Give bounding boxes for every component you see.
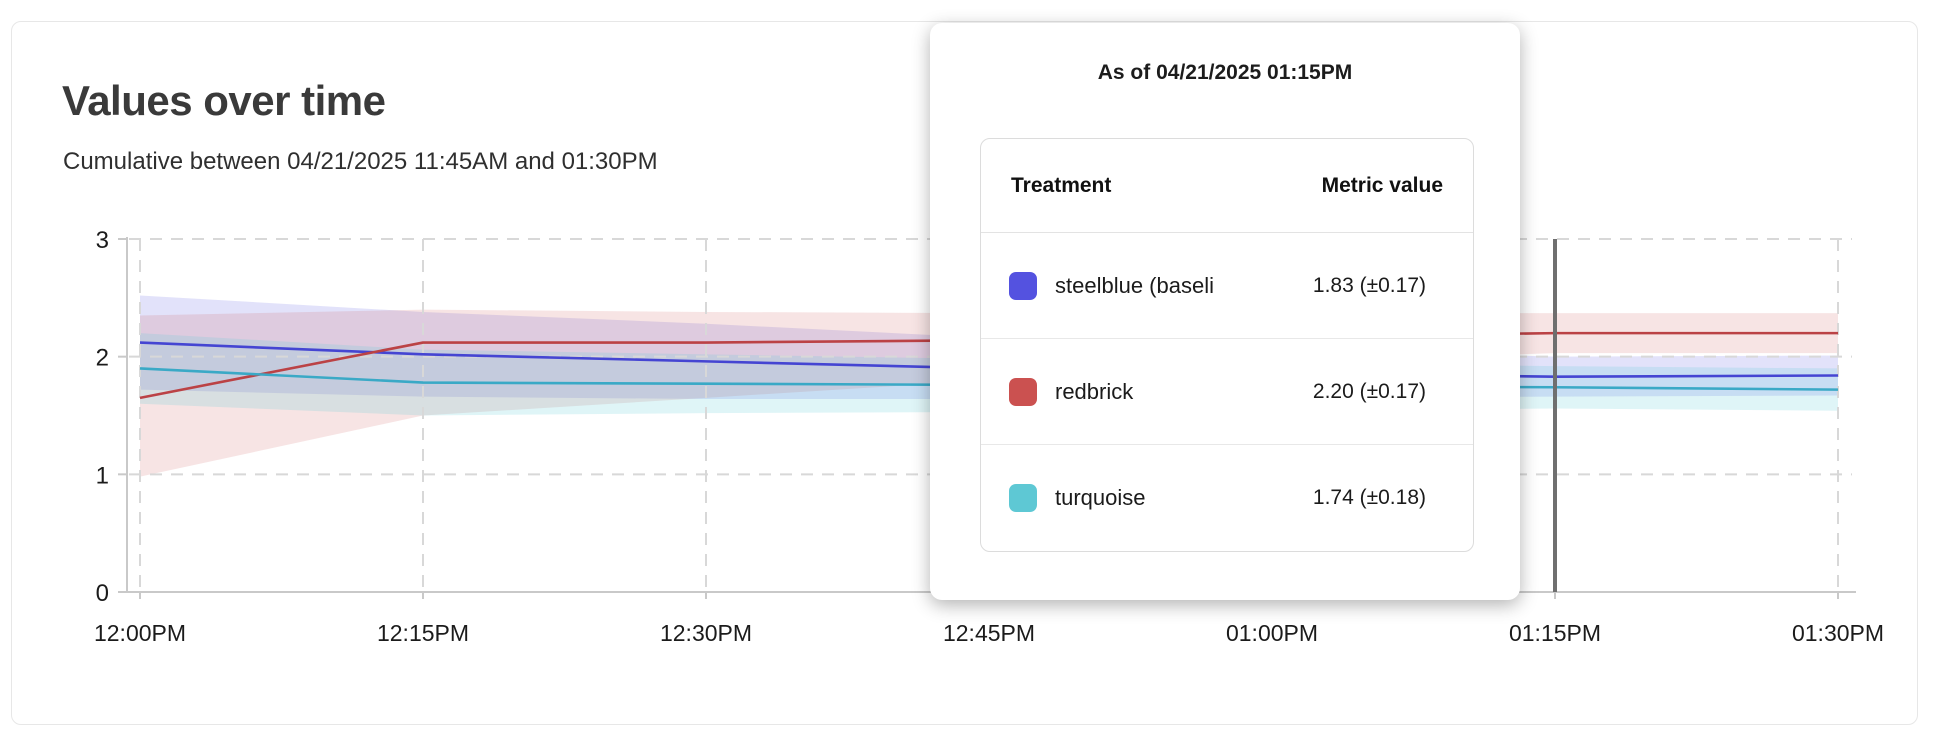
tooltip-row-redbrick: redbrick 2.20 (±0.17) <box>981 339 1473 445</box>
tooltip-col-treatment: Treatment <box>1011 173 1112 197</box>
treatment-label: steelblue (baseli <box>1055 272 1214 298</box>
chart-title: Values over time <box>62 77 386 124</box>
metric-value: 2.20 (±0.17) <box>1312 379 1426 403</box>
turquoise-swatch-icon <box>1009 484 1037 512</box>
y-axis-label: 3 <box>96 227 109 254</box>
tooltip-title: As of 04/21/2025 01:15PM <box>1097 61 1353 84</box>
x-axis-label: 01:15PM <box>1509 620 1601 646</box>
x-axis-label: 12:00PM <box>94 620 186 646</box>
tooltip-col-metric: Metric value <box>1321 173 1443 197</box>
chart-subtitle: Cumulative between 04/21/2025 11:45AM an… <box>63 148 658 175</box>
y-axis-label: 1 <box>96 462 109 489</box>
x-axis-label: 12:45PM <box>943 620 1035 646</box>
metric-value: 1.74 (±0.18) <box>1312 486 1426 509</box>
tooltip-table: Treatment Metric value steelblue (baseli… <box>980 138 1474 552</box>
x-axis-label: 12:15PM <box>377 620 469 646</box>
treatment-label: turquoise <box>1055 485 1146 510</box>
x-axis-label: 01:00PM <box>1226 620 1318 646</box>
x-axis-label: 12:30PM <box>660 620 752 646</box>
treatment-label: redbrick <box>1055 378 1134 404</box>
tooltip-table-header: Treatment Metric value <box>981 139 1473 233</box>
metric-value: 1.83 (±0.17) <box>1312 273 1426 297</box>
steelblue-swatch-icon <box>1009 271 1037 300</box>
y-axis-label: 0 <box>96 580 109 607</box>
chart-hover-tooltip: As of 04/21/2025 01:15PM Treatment Metri… <box>930 23 1520 600</box>
tooltip-row-steelblue: steelblue (baseli 1.83 (±0.17) <box>981 233 1473 339</box>
x-axis-label: 01:30PM <box>1792 620 1884 646</box>
tooltip-row-turquoise: turquoise 1.74 (±0.18) <box>981 445 1473 551</box>
redbrick-swatch-icon <box>1009 377 1037 406</box>
y-axis-label: 2 <box>96 345 109 372</box>
